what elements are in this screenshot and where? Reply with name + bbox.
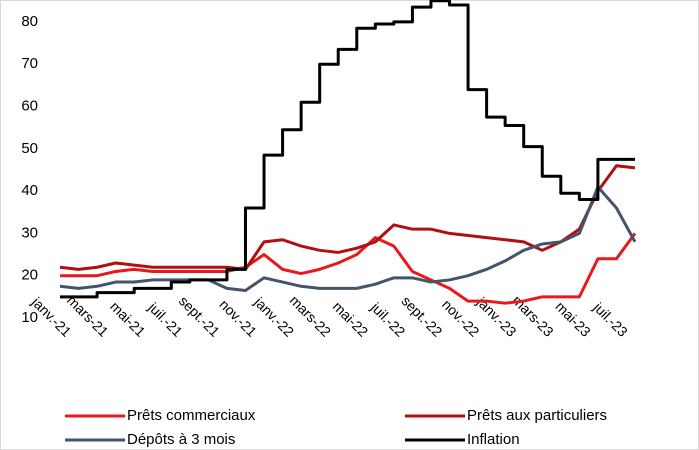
legend-label: Dépôts à 3 mois [127, 431, 235, 448]
series-line [59, 164, 636, 271]
y-tick-label: 40 [21, 182, 38, 199]
x-tick-label: sept.-21 [176, 293, 223, 340]
x-tick-label: mars-22 [287, 292, 335, 340]
x-tick-label: mai-23 [552, 298, 594, 340]
y-tick-label: 30 [21, 224, 38, 241]
x-tick-label: juil.-23 [590, 299, 631, 340]
x-tick-label: mars-21 [64, 292, 112, 340]
y-tick-label: 70 [21, 55, 38, 72]
legend: Prêts commerciaux Prêts aux particuliers D… [65, 407, 607, 448]
series-line [60, 232, 637, 305]
legend-label: Prêts commerciaux [127, 407, 256, 424]
x-tick-label: mai-22 [330, 298, 372, 340]
series-line [60, 0, 635, 299]
x-tick-label: sept.-22 [398, 293, 445, 340]
y-tick-label: 20 [21, 267, 38, 284]
y-tick-label: 60 [21, 97, 38, 114]
legend-label: Inflation [467, 431, 520, 448]
y-tick-label: 80 [21, 13, 38, 30]
y-tick-label: 50 [21, 140, 38, 157]
y-tick-label: 10 [21, 309, 38, 326]
series-line [59, 185, 637, 293]
x-tick-label: mai-21 [107, 298, 149, 340]
legend-label: Prêts aux particuliers [467, 407, 607, 424]
